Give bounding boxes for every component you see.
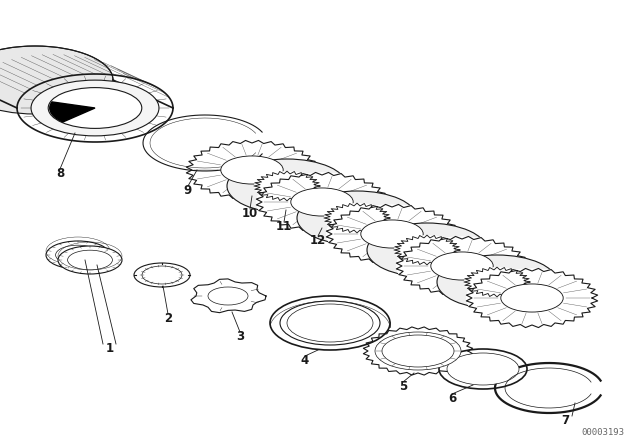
Ellipse shape	[324, 203, 390, 233]
Ellipse shape	[431, 252, 493, 280]
Ellipse shape	[382, 335, 454, 367]
Ellipse shape	[256, 172, 388, 232]
Ellipse shape	[466, 268, 598, 327]
Text: 00003193: 00003193	[582, 427, 625, 436]
Ellipse shape	[367, 223, 487, 277]
Text: 1: 1	[106, 341, 114, 354]
Text: 10: 10	[242, 207, 258, 220]
Ellipse shape	[186, 140, 318, 200]
Ellipse shape	[326, 204, 458, 264]
Text: 5: 5	[399, 379, 407, 392]
Ellipse shape	[254, 171, 320, 201]
Text: 11: 11	[276, 220, 292, 233]
Ellipse shape	[270, 296, 390, 350]
Ellipse shape	[464, 267, 530, 297]
Ellipse shape	[394, 235, 460, 265]
Ellipse shape	[437, 255, 557, 309]
Text: 9: 9	[184, 184, 192, 197]
Text: 8: 8	[56, 167, 64, 180]
Ellipse shape	[227, 159, 347, 213]
Ellipse shape	[396, 236, 528, 296]
Ellipse shape	[501, 284, 563, 312]
Ellipse shape	[68, 250, 113, 270]
Ellipse shape	[297, 191, 417, 245]
Ellipse shape	[134, 263, 190, 287]
Ellipse shape	[361, 220, 423, 248]
Ellipse shape	[363, 327, 473, 375]
Text: 4: 4	[301, 353, 309, 366]
Polygon shape	[50, 102, 95, 122]
Ellipse shape	[56, 245, 100, 265]
Ellipse shape	[291, 188, 353, 216]
Ellipse shape	[208, 287, 248, 305]
Ellipse shape	[0, 46, 113, 114]
Ellipse shape	[31, 80, 159, 136]
Ellipse shape	[58, 246, 122, 274]
Ellipse shape	[142, 266, 182, 284]
Text: 12: 12	[310, 233, 326, 246]
Ellipse shape	[48, 88, 142, 129]
Ellipse shape	[287, 304, 373, 342]
Ellipse shape	[375, 332, 461, 370]
Text: 2: 2	[164, 311, 172, 324]
Ellipse shape	[46, 241, 110, 269]
Ellipse shape	[447, 353, 519, 385]
Ellipse shape	[280, 301, 380, 345]
Ellipse shape	[439, 349, 527, 389]
Text: 3: 3	[236, 329, 244, 343]
Text: 7: 7	[561, 414, 569, 426]
Ellipse shape	[221, 156, 283, 184]
Text: 6: 6	[448, 392, 456, 405]
